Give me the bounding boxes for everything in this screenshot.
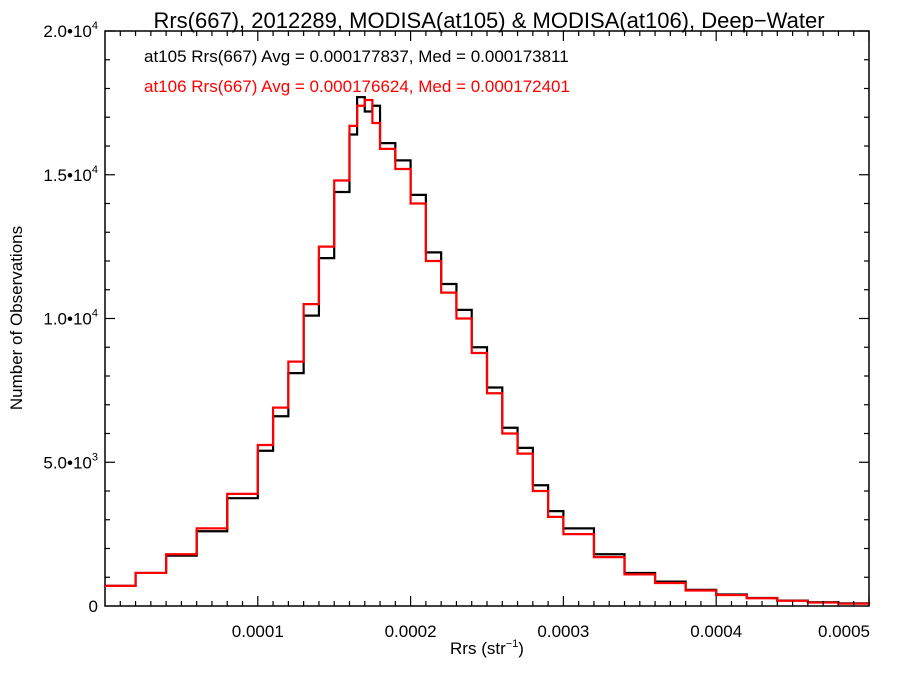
y-axis-label: Number of Observations [7, 226, 26, 410]
series-layer [105, 96, 871, 605]
x-axis: 0.0001 0.0002 0.0003 0.0004 0.0005 [119, 31, 870, 641]
y-tick-label: 0 [89, 597, 98, 616]
y-tick-label: 1.0•104 [43, 308, 98, 329]
legend-entry-at106: at106 Rrs(667) Avg = 0.000176624, Med = … [144, 77, 570, 96]
x-axis-label-superscript: −1 [506, 638, 519, 650]
x-axis-label-end: ) [518, 639, 524, 658]
x-axis-label-main: Rrs (str [450, 639, 506, 658]
y-tick-label: 2.0•104 [43, 20, 98, 41]
x-tick-label: 0.0004 [690, 622, 742, 641]
x-tick-label: 0.0001 [232, 622, 284, 641]
x-tick-label: 0.0003 [537, 622, 589, 641]
x-axis-label: Rrs (str−1) [450, 638, 524, 658]
x-tick-label: 0.0005 [818, 622, 870, 641]
legend-entry-at105: at105 Rrs(667) Avg = 0.000177837, Med = … [144, 47, 569, 66]
y-tick-label: 1.5•104 [43, 164, 98, 185]
series-line-at106 [105, 98, 871, 605]
plot-frame [104, 30, 870, 607]
y-tick-label: 5.0•103 [43, 451, 98, 472]
x-tick-label: 0.0002 [385, 622, 437, 641]
y-axis: 0 5.0•103 1.0•104 1.5•104 2.0•104 [43, 20, 869, 616]
chart-title: Rrs(667), 2012289, MODISA(at105) & MODIS… [153, 8, 824, 33]
plot-area [104, 30, 870, 607]
